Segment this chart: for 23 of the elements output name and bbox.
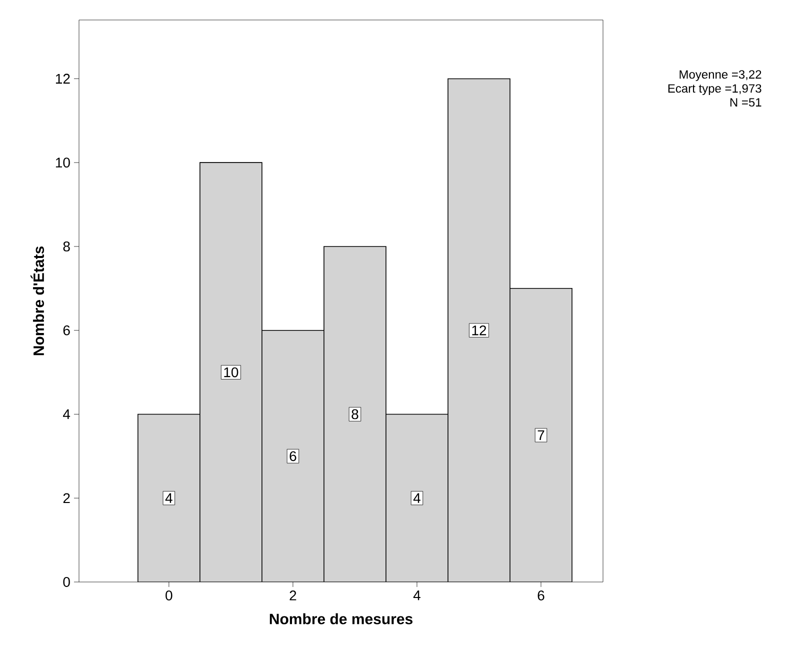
y-axis-title: Nombre d'États [30, 246, 44, 356]
text: N =51 [730, 98, 762, 107]
y-tick-label: 10 [56, 158, 70, 168]
x-axis-title: Nombre de mesures [270, 613, 412, 624]
y-tick-label: 6 [63, 325, 70, 336]
y-tick-label: 12 [56, 74, 70, 84]
data-label: 6 [290, 451, 296, 462]
data-label: 12 [472, 325, 486, 336]
y-tick-label: 4 [63, 409, 70, 420]
data-label: 7 [538, 430, 544, 440]
x-tick-label: 4 [413, 590, 420, 600]
data-label: 4 [413, 493, 420, 503]
text: Ecart type =1,973 [668, 84, 762, 96]
y-tick-label: 8 [63, 241, 70, 252]
text: Moyenne =3,22 [680, 70, 762, 82]
x-tick-label: 6 [538, 590, 544, 600]
y-tick-label: 0 [63, 577, 70, 587]
x-tick-label: 0 [166, 590, 172, 600]
data-label: 4 [165, 493, 172, 503]
data-label: 10 [224, 367, 238, 378]
y-tick-label: 2 [63, 493, 70, 503]
data-label: 8 [352, 409, 358, 420]
x-tick-label: 2 [290, 590, 296, 600]
